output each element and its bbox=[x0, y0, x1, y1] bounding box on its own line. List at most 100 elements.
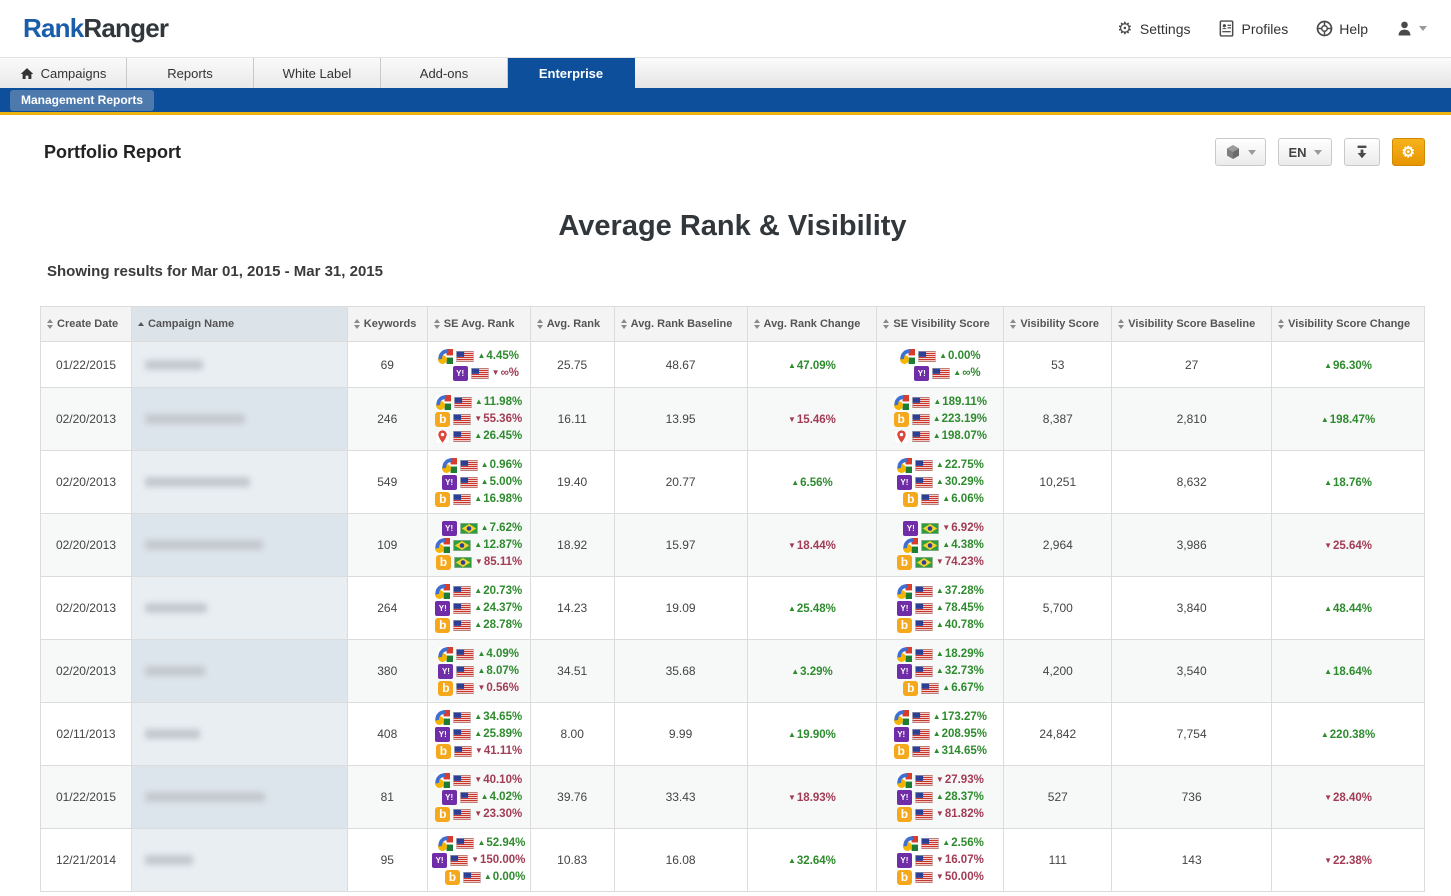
se-metric-row: b ▼85.11% bbox=[435, 554, 522, 570]
cell-visibility-score-change: ▲96.30% bbox=[1271, 341, 1425, 388]
table-body: 01/22/2015 69 ▲4.45% Y! ▼∞% 25.75 48.67 ▲47.09%… bbox=[40, 341, 1425, 892]
button-label: EN bbox=[1288, 144, 1307, 160]
menu-item-settings[interactable]: ⚙ Settings bbox=[1116, 20, 1190, 38]
google-icon bbox=[896, 772, 912, 788]
bing-icon: b bbox=[438, 680, 454, 696]
change-value: ▼15.46% bbox=[787, 414, 836, 426]
up-arrow-icon: ▲ bbox=[474, 397, 483, 406]
column-header-avg_rank_baseline[interactable]: Avg. Rank Baseline bbox=[613, 306, 748, 342]
change-value: ▲96.30% bbox=[1324, 359, 1372, 372]
management-reports-button[interactable]: Management Reports bbox=[10, 89, 155, 111]
tab-white-label[interactable]: White Label bbox=[254, 58, 381, 88]
report-settings-button[interactable]: ⚙ bbox=[1391, 138, 1425, 166]
column-header-avg_rank_change[interactable]: Avg. Rank Change bbox=[746, 306, 878, 342]
column-label: Campaign Name bbox=[147, 318, 235, 330]
table-row: 02/20/2013 380 ▲4.09% Y! ▲8.07% b ▼0.56% 34.51 3… bbox=[40, 639, 1425, 703]
change-value: ▲48.44% bbox=[1324, 603, 1372, 615]
column-label: SE Visibility Score bbox=[893, 318, 990, 330]
google-icon bbox=[903, 835, 919, 851]
se-metric-row: b ▼74.23% bbox=[896, 554, 984, 570]
tab-enterprise[interactable]: Enterprise bbox=[508, 58, 635, 88]
change-value: ▲223.19% bbox=[932, 413, 988, 425]
google-icon bbox=[435, 583, 451, 599]
column-header-visibility_score[interactable]: Visibility Score bbox=[1003, 306, 1113, 342]
column-header-keywords[interactable]: Keywords bbox=[346, 306, 428, 342]
sort-icon bbox=[433, 319, 440, 329]
change-value: ▲19.90% bbox=[787, 729, 836, 741]
se-metric-row: Y! ▲25.89% bbox=[435, 726, 522, 742]
se-metric-row: ▲11.98% bbox=[435, 394, 523, 410]
change-value: ▲37.28% bbox=[935, 585, 984, 597]
change-value: ▼23.30% bbox=[474, 808, 523, 820]
bing-icon: b bbox=[896, 869, 912, 885]
menu-item-profiles[interactable]: Profiles bbox=[1218, 20, 1289, 38]
logo-part-2: Ranger bbox=[83, 13, 169, 43]
page-title: Portfolio Report bbox=[44, 141, 181, 162]
se-metric-stack: ▲37.28% Y! ▲78.45% b ▲40.78% bbox=[895, 581, 986, 636]
bing-icon: b bbox=[444, 869, 460, 885]
column-header-visibility_baseline[interactable]: Visibility Score Baseline bbox=[1111, 306, 1273, 342]
tab-campaigns[interactable]: Campaigns bbox=[0, 58, 127, 88]
menu-item-user[interactable] bbox=[1395, 20, 1427, 38]
report-view-button[interactable] bbox=[1215, 138, 1267, 166]
column-header-se_avg_rank[interactable]: SE Avg. Rank bbox=[426, 306, 531, 342]
cell-avg-rank-change: ▲6.56% bbox=[746, 450, 878, 514]
cell-avg-rank-baseline: 15.97 bbox=[613, 513, 748, 577]
download-button[interactable] bbox=[1343, 138, 1380, 166]
cell-create-date: 02/20/2013 bbox=[40, 639, 132, 703]
column-header-visibility_change[interactable]: Visibility Score Change bbox=[1271, 306, 1425, 342]
flag-us-icon bbox=[453, 774, 471, 786]
flag-us-icon bbox=[456, 350, 475, 362]
table-row: 12/21/2014 95 ▲52.94% Y! ▼150.00% b ▲0.00% 10.8… bbox=[40, 828, 1425, 892]
change-value: ▲11.98% bbox=[474, 396, 523, 408]
blurred-campaign-name bbox=[144, 540, 263, 550]
se-metric-stack: Y! ▼6.92% ▲4.38% b ▼74.23% bbox=[895, 518, 986, 573]
flag-us-icon bbox=[456, 648, 475, 660]
change-value: ▼25.64% bbox=[1324, 540, 1372, 552]
column-header-campaign[interactable]: Campaign Name bbox=[130, 306, 348, 342]
yahoo-icon: Y! bbox=[438, 663, 454, 679]
flag-us-icon bbox=[912, 396, 931, 408]
cell-visibility-score-change: ▲18.76% bbox=[1271, 450, 1425, 514]
bing-icon: b bbox=[435, 806, 451, 822]
bing-icon: b bbox=[903, 491, 919, 507]
yahoo-icon: Y! bbox=[893, 726, 909, 742]
tab-reports[interactable]: Reports bbox=[127, 58, 254, 88]
flag-us-icon bbox=[453, 808, 471, 820]
se-metric-row: ▲37.28% bbox=[896, 583, 984, 599]
language-button[interactable]: EN bbox=[1278, 138, 1332, 166]
cell-campaign-name bbox=[130, 828, 348, 892]
cell-avg-rank-baseline: 35.68 bbox=[613, 639, 748, 703]
up-arrow-icon: ▲ bbox=[935, 603, 944, 612]
se-metric-row: Y! ▲5.00% bbox=[441, 474, 522, 490]
cell-create-date: 01/22/2015 bbox=[40, 341, 132, 388]
down-arrow-icon: ▼ bbox=[942, 523, 951, 532]
flag-us-icon bbox=[915, 602, 933, 614]
cell-visibility-score-baseline: 736 bbox=[1111, 765, 1273, 829]
column-header-create_date[interactable]: Create Date bbox=[40, 306, 132, 342]
down-arrow-icon: ▼ bbox=[787, 541, 796, 550]
google-icon bbox=[896, 457, 912, 473]
cell-avg-rank: 8.00 bbox=[529, 702, 615, 766]
column-header-avg_rank[interactable]: Avg. Rank bbox=[529, 306, 615, 342]
column-label: Visibility Score bbox=[1020, 318, 1099, 330]
change-value: ▲28.37% bbox=[935, 791, 984, 803]
up-arrow-icon: ▲ bbox=[1324, 667, 1332, 676]
tab-add-ons[interactable]: Add-ons bbox=[381, 58, 508, 88]
cell-campaign-name bbox=[130, 341, 348, 388]
bing-icon: b bbox=[893, 743, 909, 759]
up-arrow-icon: ▲ bbox=[477, 649, 486, 658]
cell-visibility-score-change: ▼22.38% bbox=[1271, 828, 1425, 892]
menu-label: Profiles bbox=[1241, 20, 1289, 37]
cell-visibility-score-baseline: 27 bbox=[1111, 341, 1273, 388]
change-value: ▼55.36% bbox=[474, 413, 523, 425]
se-metric-row: ▲12.87% bbox=[435, 537, 522, 553]
cell-avg-rank-baseline: 13.95 bbox=[613, 387, 748, 451]
yahoo-icon: Y! bbox=[435, 726, 451, 742]
yahoo-icon: Y! bbox=[903, 520, 919, 536]
flag-br-icon bbox=[915, 556, 933, 568]
up-arrow-icon: ▲ bbox=[787, 856, 796, 865]
menu-item-help[interactable]: Help bbox=[1315, 20, 1368, 38]
cell-visibility-score: 53 bbox=[1003, 341, 1113, 388]
column-header-se_visibility[interactable]: SE Visibility Score bbox=[876, 306, 1005, 342]
